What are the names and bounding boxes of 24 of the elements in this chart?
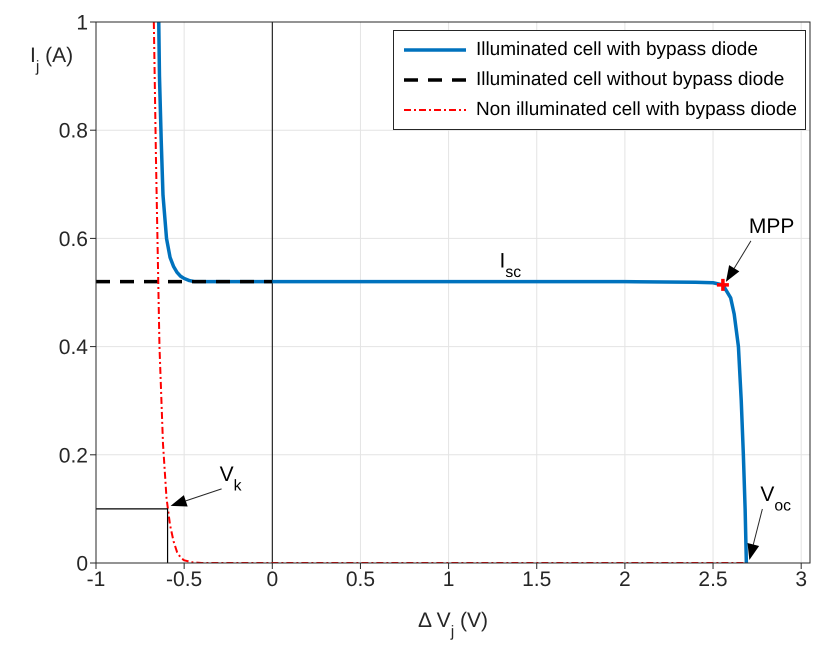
x-tick-label: 3 [795,568,808,591]
x-tick-label: 2 [619,568,631,591]
x-tick-label: 0.5 [346,568,376,591]
x-tick-label: -0.5 [166,568,202,591]
x-tick-label: 2.5 [698,568,728,591]
y-tick-label: 0.2 [58,444,88,468]
annotation: V$_{oc}$ [760,483,792,514]
annotation: MPP [748,214,794,238]
y-tick-label: 1 [76,11,88,34]
x-tick-label: 0 [266,568,278,591]
y-axis-title: I$_{j}$ (A) [30,44,74,76]
legend-label: Illuminated cell with bypass diode [476,39,758,61]
legend-label: Non illuminated cell with bypass diode [476,99,797,121]
annotation: V$_{k}$ [220,462,242,494]
y-tick-label: 0.4 [58,336,88,360]
x-tick-label: -1 [86,568,106,591]
y-tick-label: 0 [76,552,88,576]
x-axis-title: Δ V$_{j}$ (V) [418,609,488,640]
x-tick-label: 1 [442,568,454,591]
y-tick-label: 0.6 [58,228,88,251]
y-tick-label: 0.8 [58,120,88,143]
annotation: I$_{sc}$ [500,250,522,282]
legend-label: Illuminated cell without bypass diode [476,69,784,91]
x-tick-label: 1.5 [522,568,552,591]
